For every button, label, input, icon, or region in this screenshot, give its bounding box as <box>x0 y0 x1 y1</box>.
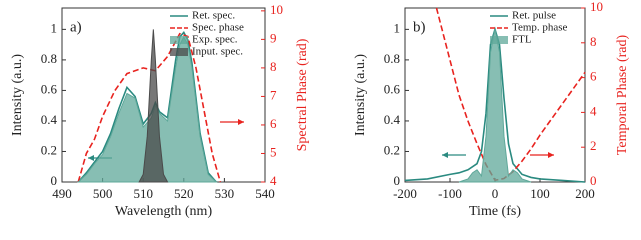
y-axis-label: Intensity (a.u.) <box>353 54 368 136</box>
y2-tick-label: 5 <box>270 144 277 159</box>
y2-tick-label: 8 <box>270 59 277 74</box>
y-tick-label: 0.4 <box>384 112 401 127</box>
y2-tick-label: 6 <box>270 116 277 131</box>
y2-tick-label: 10 <box>590 0 603 14</box>
y-tick-label: 0 <box>394 173 401 188</box>
x-tick-label: 530 <box>215 186 235 201</box>
x-axis-label: Time (fs) <box>469 204 521 219</box>
y2-axis-label: Temporal Phase (rad) <box>615 35 630 156</box>
x-tick-label: 510 <box>133 186 153 201</box>
legend-label: Temp. phase <box>512 22 568 34</box>
y-tick-label: 0 <box>51 173 58 188</box>
legend-label: Ret. pulse <box>512 10 556 22</box>
y2-tick-label: 7 <box>270 87 277 102</box>
legend-swatch <box>490 36 508 44</box>
legend-label: Ret. spec. <box>192 10 235 22</box>
legend-label: FTL <box>512 34 532 46</box>
legend-swatch <box>170 48 188 56</box>
legend-swatch <box>170 36 188 44</box>
x-tick-label: -200 <box>393 186 417 201</box>
legend-label: Input. spec. <box>192 46 243 58</box>
x-tick-label: 490 <box>52 186 72 201</box>
y-tick-label: 0.6 <box>384 81 401 96</box>
y2-tick-label: 2 <box>590 138 597 153</box>
y-tick-label: 0.2 <box>41 142 57 157</box>
y2-tick-label: 10 <box>270 2 283 17</box>
panel-label: a) <box>70 19 82 35</box>
x-tick-label: -100 <box>438 186 462 201</box>
y2-tick-label: 0 <box>590 173 597 188</box>
y2-tick-label: 8 <box>590 34 597 49</box>
x-tick-label: 100 <box>530 186 550 201</box>
x-tick-label: 0 <box>492 186 499 201</box>
area <box>138 29 169 183</box>
legend-label: Exp. spec. <box>192 34 238 46</box>
y2-tick-label: 9 <box>270 30 277 45</box>
x-tick-label: 500 <box>93 186 113 201</box>
y2-axis-label: Spectral Phase (rad) <box>295 38 310 151</box>
y-tick-label: 0.8 <box>384 51 400 66</box>
panel-label: b) <box>413 19 426 35</box>
y-tick-label: 0.2 <box>384 142 400 157</box>
x-tick-label: 540 <box>255 186 275 201</box>
y-tick-label: 0.4 <box>41 112 58 127</box>
y2-tick-label: 4 <box>590 103 597 118</box>
x-axis-label: Wavelength (nm) <box>115 204 213 219</box>
y2-tick-label: 4 <box>270 173 277 188</box>
x-tick-label: 520 <box>174 186 194 201</box>
y-tick-label: 1 <box>394 20 401 35</box>
y-axis-label: Intensity (a.u.) <box>10 54 25 136</box>
area <box>458 29 532 183</box>
x-tick-label: 200 <box>575 186 595 201</box>
y-tick-label: 1 <box>51 20 58 35</box>
y2-tick-label: 6 <box>590 69 597 84</box>
legend-label: Spec. phase <box>192 22 244 34</box>
y-tick-label: 0.6 <box>41 81 58 96</box>
y-tick-label: 0.8 <box>41 51 57 66</box>
